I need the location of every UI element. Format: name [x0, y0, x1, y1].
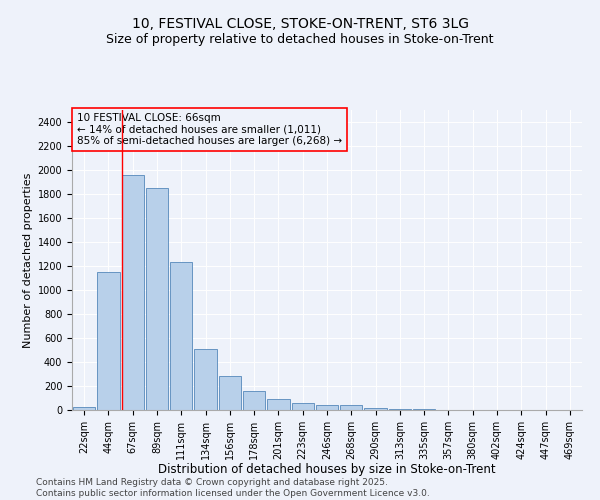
Text: Contains HM Land Registry data © Crown copyright and database right 2025.
Contai: Contains HM Land Registry data © Crown c…: [36, 478, 430, 498]
Text: Size of property relative to detached houses in Stoke-on-Trent: Size of property relative to detached ho…: [106, 32, 494, 46]
Y-axis label: Number of detached properties: Number of detached properties: [23, 172, 34, 348]
Bar: [292, 404, 314, 410]
Bar: [340, 405, 362, 410]
Bar: [97, 272, 119, 410]
X-axis label: Distribution of detached houses by size in Stoke-on-Trent: Distribution of detached houses by size …: [158, 464, 496, 476]
Bar: [73, 407, 95, 410]
Bar: [194, 349, 217, 410]
Text: 10 FESTIVAL CLOSE: 66sqm
← 14% of detached houses are smaller (1,011)
85% of sem: 10 FESTIVAL CLOSE: 66sqm ← 14% of detach…: [77, 113, 342, 146]
Bar: [316, 404, 338, 410]
Bar: [146, 188, 168, 410]
Bar: [243, 392, 265, 410]
Bar: [267, 399, 290, 410]
Bar: [218, 376, 241, 410]
Text: 10, FESTIVAL CLOSE, STOKE-ON-TRENT, ST6 3LG: 10, FESTIVAL CLOSE, STOKE-ON-TRENT, ST6 …: [131, 18, 469, 32]
Bar: [170, 262, 193, 410]
Bar: [122, 175, 144, 410]
Bar: [364, 408, 387, 410]
